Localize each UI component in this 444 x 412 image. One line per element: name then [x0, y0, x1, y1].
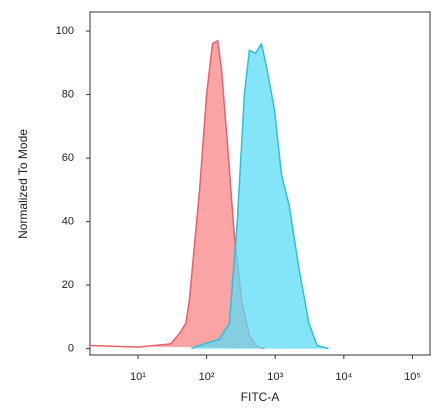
y-tick-label: 80: [62, 88, 74, 100]
histogram-area: [191, 43, 329, 350]
y-tick-label: 100: [56, 25, 74, 37]
x-tick-label: 10¹: [130, 371, 146, 383]
plot-frame: [89, 11, 431, 356]
x-axis-title: FITC-A: [241, 390, 280, 404]
y-tick-label: 20: [62, 279, 74, 291]
x-tick-label: 10³: [267, 371, 283, 383]
y-tick-label: 0: [68, 343, 74, 355]
x-tick-label: 10⁴: [335, 371, 352, 383]
y-axis-title: Normalized To Mode: [16, 129, 30, 239]
y-tick-label: 60: [62, 152, 74, 164]
x-tick-label: 10⁵: [404, 371, 421, 383]
y-tick-label: 40: [62, 216, 74, 228]
x-tick-label: 10²: [199, 371, 215, 383]
